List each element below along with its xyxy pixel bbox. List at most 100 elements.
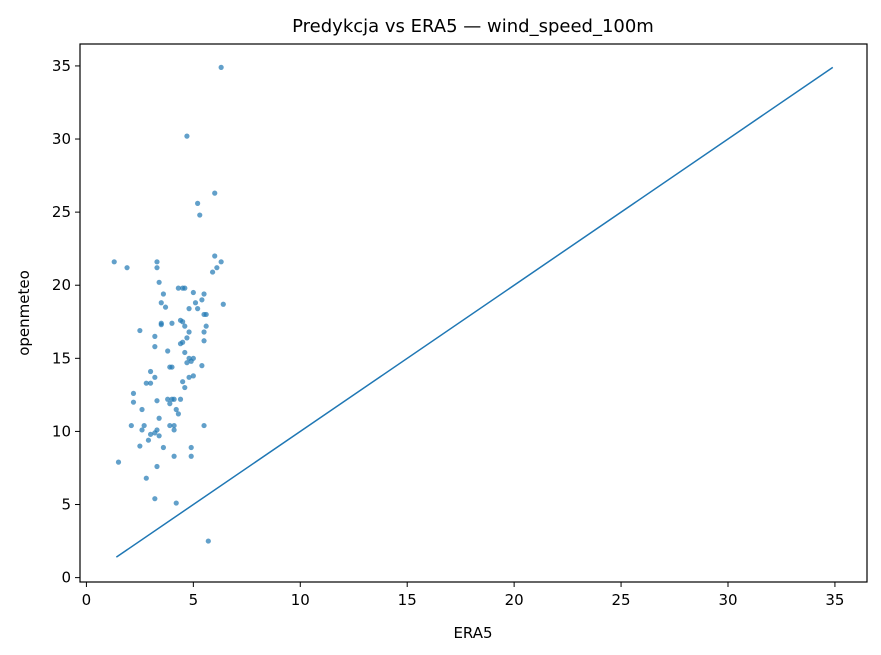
y-tick-label: 15	[52, 349, 71, 367]
x-tick-label: 35	[825, 591, 844, 609]
scatter-point	[199, 363, 205, 369]
scatter-point	[154, 398, 160, 404]
scatter-point	[182, 349, 188, 356]
scatter-point	[173, 406, 179, 413]
y-tick-label: 5	[61, 496, 71, 514]
scatter-point	[201, 311, 207, 318]
scatter-point	[171, 422, 177, 429]
y-tick-label: 25	[52, 203, 71, 221]
chart-title: Predykcja vs ERA5 — wind_speed_100m	[292, 16, 654, 37]
scatter-point	[218, 259, 224, 265]
scatter-point	[156, 433, 162, 439]
x-tick-label: 5	[189, 591, 199, 609]
scatter-point	[175, 285, 181, 291]
scatter-point	[147, 368, 154, 375]
x-tick-label: 15	[398, 591, 417, 609]
scatter-point	[147, 431, 154, 437]
scatter-point	[158, 300, 164, 306]
scatter-point	[139, 427, 145, 433]
x-tick-label: 30	[718, 591, 737, 609]
scatter-point	[171, 453, 177, 459]
scatter-point	[199, 297, 205, 303]
scatter-point	[152, 430, 158, 436]
scatter-point	[188, 453, 194, 459]
scatter-point	[188, 358, 194, 364]
x-tick-label: 25	[612, 591, 631, 609]
scatter-point	[201, 329, 207, 335]
scatter-point	[190, 289, 196, 296]
scatter-point	[195, 200, 201, 206]
scatter-point	[165, 396, 171, 402]
scatter-point	[158, 322, 164, 328]
scatter-point	[162, 304, 169, 310]
scatter-point	[152, 333, 158, 339]
scatter-point	[147, 380, 154, 386]
scatter-point	[141, 422, 147, 429]
scatter-point	[167, 422, 173, 429]
scatter-point	[177, 396, 184, 402]
scatter-point	[188, 444, 194, 451]
scatter-point	[154, 463, 160, 470]
scatter-point	[156, 279, 162, 285]
scatter-point	[184, 133, 190, 139]
scatter-point	[205, 538, 211, 544]
scatter-point	[212, 190, 218, 196]
scatter-point	[139, 406, 145, 413]
scatter-point	[169, 320, 175, 326]
scatter-point	[137, 327, 143, 334]
scatter-point	[197, 212, 203, 218]
scatter-point	[115, 459, 122, 465]
scatter-point	[111, 259, 117, 265]
x-axis-label: ERA5	[453, 624, 492, 642]
scatter-point	[182, 384, 188, 391]
y-tick-label: 20	[52, 276, 71, 294]
scatter-point	[128, 422, 134, 429]
y-tick-label: 0	[61, 569, 71, 587]
y-tick-label: 35	[52, 57, 71, 75]
x-tick-label: 0	[82, 591, 92, 609]
plot-area	[111, 64, 834, 558]
plot-frame	[79, 43, 868, 583]
scatter-point	[212, 253, 218, 259]
scatter-point	[156, 415, 162, 421]
scatter-point	[171, 396, 177, 402]
scatter-point	[175, 411, 181, 417]
y-tick-label: 30	[52, 130, 71, 148]
x-tick-label: 10	[291, 591, 310, 609]
scatter-point	[184, 335, 190, 341]
scatter-point	[180, 319, 186, 325]
scatter-point	[160, 444, 167, 451]
scatter-point	[152, 374, 158, 380]
scatter-point	[160, 291, 167, 297]
scatter-point	[180, 379, 186, 385]
scatter-point	[184, 360, 190, 366]
x-tick-label: 20	[505, 591, 524, 609]
scatter-point	[192, 300, 199, 306]
scatter-point	[137, 443, 143, 449]
scatter-point	[124, 265, 130, 271]
y-axis: 0 5 10 15 20 25 30 35	[52, 57, 80, 587]
scatter-point	[167, 401, 173, 407]
y-tick-label: 10	[52, 422, 71, 440]
scatter-point	[182, 285, 188, 291]
scatter-point	[152, 496, 158, 502]
scatter-point	[220, 301, 226, 307]
scatter-point	[165, 348, 171, 354]
scatter-point	[130, 390, 137, 397]
scatter-point	[130, 399, 137, 405]
scatter-point	[177, 341, 184, 347]
x-axis: 0 5 10 15 20 25 30 35	[82, 582, 844, 609]
scatter-point	[218, 64, 224, 70]
scatter-point	[152, 344, 158, 350]
scatter-point	[182, 323, 188, 329]
reference-line	[115, 66, 834, 558]
scatter-point	[173, 500, 179, 506]
scatter-point	[186, 306, 192, 312]
y-axis-label: openmeteo	[15, 270, 33, 356]
scatter-point	[154, 259, 160, 265]
scatter-point	[186, 329, 192, 335]
scatter-point	[201, 291, 207, 297]
scatter-point	[209, 269, 216, 275]
